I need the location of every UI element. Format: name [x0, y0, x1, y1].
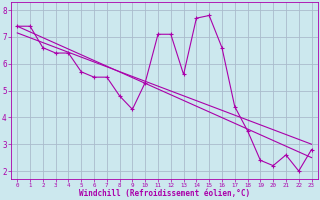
X-axis label: Windchill (Refroidissement éolien,°C): Windchill (Refroidissement éolien,°C) [79, 189, 250, 198]
